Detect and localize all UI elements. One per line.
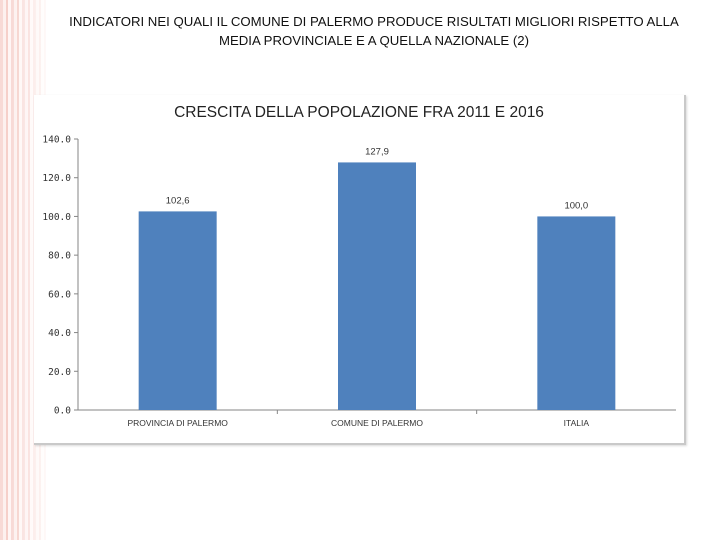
y-tick-label: 0.0 xyxy=(54,406,71,417)
data-label: 100,0 xyxy=(564,200,588,211)
x-tick-label: COMUNE DI PALERMO xyxy=(331,418,423,428)
slide-title-line-1: INDICATORI NEI QUALI IL COMUNE DI PALERM… xyxy=(69,14,679,29)
y-tick-label: 20.0 xyxy=(48,367,71,378)
data-label: 127,9 xyxy=(365,146,389,157)
bar xyxy=(338,162,416,410)
slide-title-line-2: MEDIA PROVINCIALE E A QUELLA NAZIONALE (… xyxy=(218,33,529,48)
x-tick-label: ITALIA xyxy=(564,418,590,428)
bar-chart: 0.0 20.0 40.0 60.0 80.0 100.0 120.0 140.0 102,6 P… xyxy=(42,135,676,428)
y-tick-label: 40.0 xyxy=(48,328,71,339)
y-tick-label: 80.0 xyxy=(48,251,71,262)
data-label: 102,6 xyxy=(166,195,190,206)
chart-container: CRESCITA DELLA POPOLAZIONE FRA 2011 E 20… xyxy=(34,95,686,445)
bar xyxy=(537,216,616,410)
y-tick-label: 60.0 xyxy=(48,289,71,300)
y-tick-label: 140.0 xyxy=(42,135,71,146)
y-tick-label: 120.0 xyxy=(42,173,71,184)
bar xyxy=(138,211,217,410)
y-tick-label: 100.0 xyxy=(42,212,71,223)
slide-title: INDICATORI NEI QUALI IL COMUNE DI PALERM… xyxy=(34,12,714,50)
chart-title: CRESCITA DELLA POPOLAZIONE FRA 2011 E 20… xyxy=(174,104,544,121)
x-tick-label: PROVINCIA DI PALERMO xyxy=(127,418,228,428)
